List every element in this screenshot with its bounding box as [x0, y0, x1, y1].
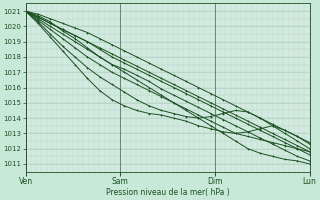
X-axis label: Pression niveau de la mer( hPa ): Pression niveau de la mer( hPa )	[106, 188, 229, 197]
